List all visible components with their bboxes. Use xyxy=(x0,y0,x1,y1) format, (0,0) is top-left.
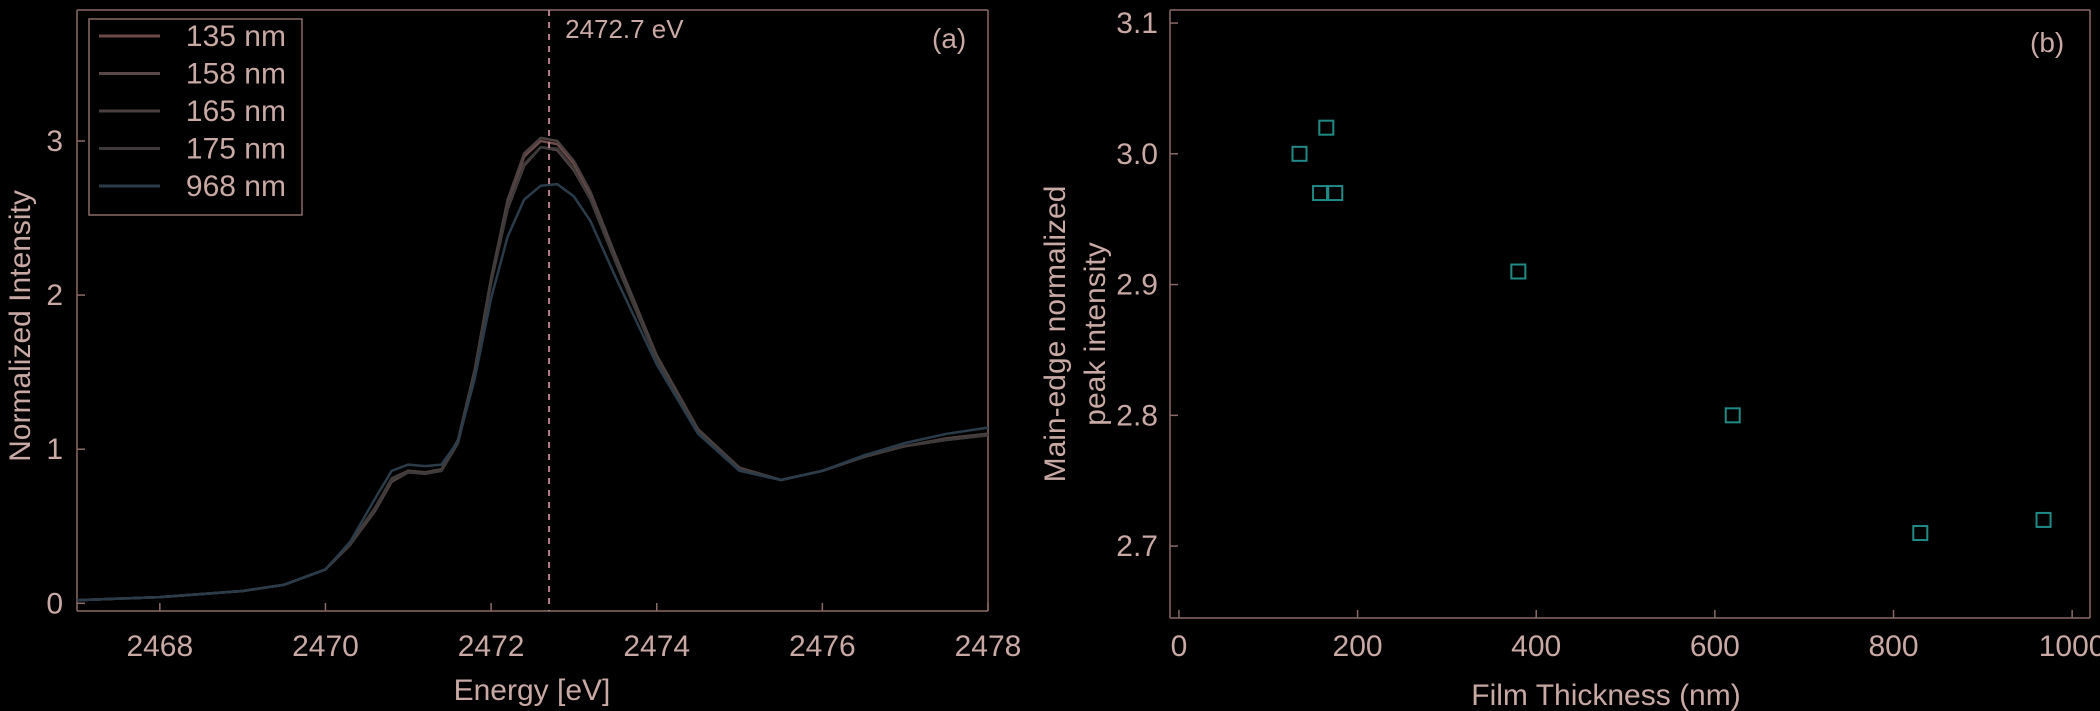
panel-a-y-axis-title: Normalized Intensity xyxy=(4,190,37,462)
panel-b-y-tick-label: 2.7 xyxy=(1116,530,1158,563)
panel-a-x-tick-label: 2476 xyxy=(789,630,856,663)
panel-a-x-tick-label: 2478 xyxy=(955,630,1022,663)
data-point-square xyxy=(1912,525,1929,542)
panel-b-y-axis-title-line2: peak intensity xyxy=(1079,242,1112,425)
panel-a: 2468 2470 2472 2474 2476 2478 0 1 2 3 2472.7 eV (… xyxy=(4,9,1022,707)
panel-b-x-axis-title: Film Thickness (nm) xyxy=(1471,679,1740,711)
series-line-968-nm xyxy=(76,182,989,602)
panel-a-x-axis-title: Energy [eV] xyxy=(454,674,611,707)
data-point-square xyxy=(1291,145,1308,162)
panel-a-label: (a) xyxy=(932,23,966,54)
data-point-square xyxy=(1318,119,1335,136)
legend-entry-label: 968 nm xyxy=(186,170,286,203)
legend-entry-label: 158 nm xyxy=(186,58,286,91)
panel-b-x-tick-label: 600 xyxy=(1690,630,1740,663)
data-point-square xyxy=(1312,185,1329,202)
panel-a-x-tick-label: 2474 xyxy=(623,630,690,663)
panel-b-x-tick-label: 1000 xyxy=(2039,630,2100,663)
panel-b-label: (b) xyxy=(2030,27,2064,58)
panel-b-y-tick-label: 2.9 xyxy=(1116,269,1158,302)
panel-a-y-tick-label: 3 xyxy=(46,125,63,158)
panel-b: 0 200 400 600 800 1000 2.7 2.8 2.9 3.0 3.1 (b) Fil… xyxy=(1039,7,2100,711)
panel-b-y-axis-title-line1: Main-edge normalized xyxy=(1039,186,1072,483)
vline-label: 2472.7 eV xyxy=(565,14,684,44)
series-line-135-nm xyxy=(76,139,989,602)
legend-entry-label: 175 nm xyxy=(186,133,286,166)
data-point-square xyxy=(1510,263,1527,280)
panel-a-x-tick-label: 2470 xyxy=(292,630,359,663)
panel-b-x-tick-label: 800 xyxy=(1868,630,1918,663)
panel-a-x-tick-label: 2472 xyxy=(458,630,525,663)
legend: 135 nm 158 nm 165 nm 175 nm 968 nm xyxy=(88,18,303,216)
panel-b-x-tick-label: 200 xyxy=(1333,630,1383,663)
legend-entry-label: 165 nm xyxy=(186,95,286,128)
data-point-square xyxy=(1327,185,1344,202)
panel-a-x-tick-label: 2468 xyxy=(126,630,193,663)
panel-b-y-tick-label: 3.1 xyxy=(1116,7,1158,40)
data-point-square xyxy=(2035,511,2052,528)
panel-a-y-tick-label: 0 xyxy=(46,587,63,620)
panel-b-y-tick-label: 3.0 xyxy=(1116,138,1158,171)
panel-a-y-tick-label: 2 xyxy=(46,279,63,312)
series-line-165-nm xyxy=(76,136,989,602)
panel-a-y-tick-label: 1 xyxy=(46,433,63,466)
panel-b-x-tick-label: 400 xyxy=(1511,630,1561,663)
legend-entry-label: 135 nm xyxy=(186,20,286,53)
panel-b-y-tick-label: 2.8 xyxy=(1116,399,1158,432)
legend-box xyxy=(88,18,303,216)
data-point-square xyxy=(1724,407,1741,424)
panel-b-x-tick-label: 0 xyxy=(1171,630,1188,663)
